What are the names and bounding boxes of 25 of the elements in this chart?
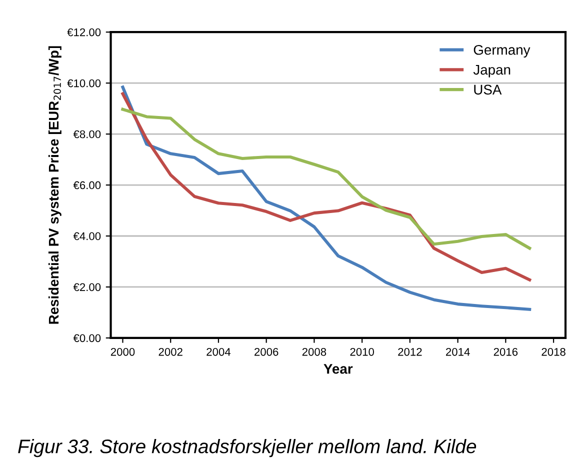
x-tick-label: 2018 [542,348,566,356]
legend-label: Germany [474,44,530,58]
y-tick-label: €8.00 [73,130,101,138]
y-tick-label: €0.00 [73,334,101,342]
y-axis-title: Residential PV system Price [EUR$_{2017}$/Wp] [48,46,62,324]
x-tick-label: 2000 [110,348,135,356]
x-axis-title: Year [324,364,353,374]
y-tick-label: €12.00 [67,28,101,36]
text: Figur 33. Store kostnadsforskjeller mellom land. Kilde [18,439,476,458]
legend-label: USA [474,84,502,95]
y-tick-label: €6.00 [73,181,101,190]
x-tick-label: 2008 [302,348,326,356]
x-tick-label: 2004 [206,348,231,356]
x-tick-label: 2006 [254,348,278,356]
x-tick-label: 2002 [158,348,182,356]
y-tick-label: €10.00 [67,79,101,88]
legend-label: Japan [473,64,510,78]
line-series [121,108,532,250]
y-tick-label: €2.00 [73,283,101,292]
y-tick-label: €4.00 [73,232,101,240]
x-tick-label: 2010 [350,348,374,356]
x-tick-label: 2012 [398,348,422,356]
line-series [121,86,532,311]
x-tick-label: 2016 [494,348,518,356]
x-tick-label: 2014 [446,348,470,356]
